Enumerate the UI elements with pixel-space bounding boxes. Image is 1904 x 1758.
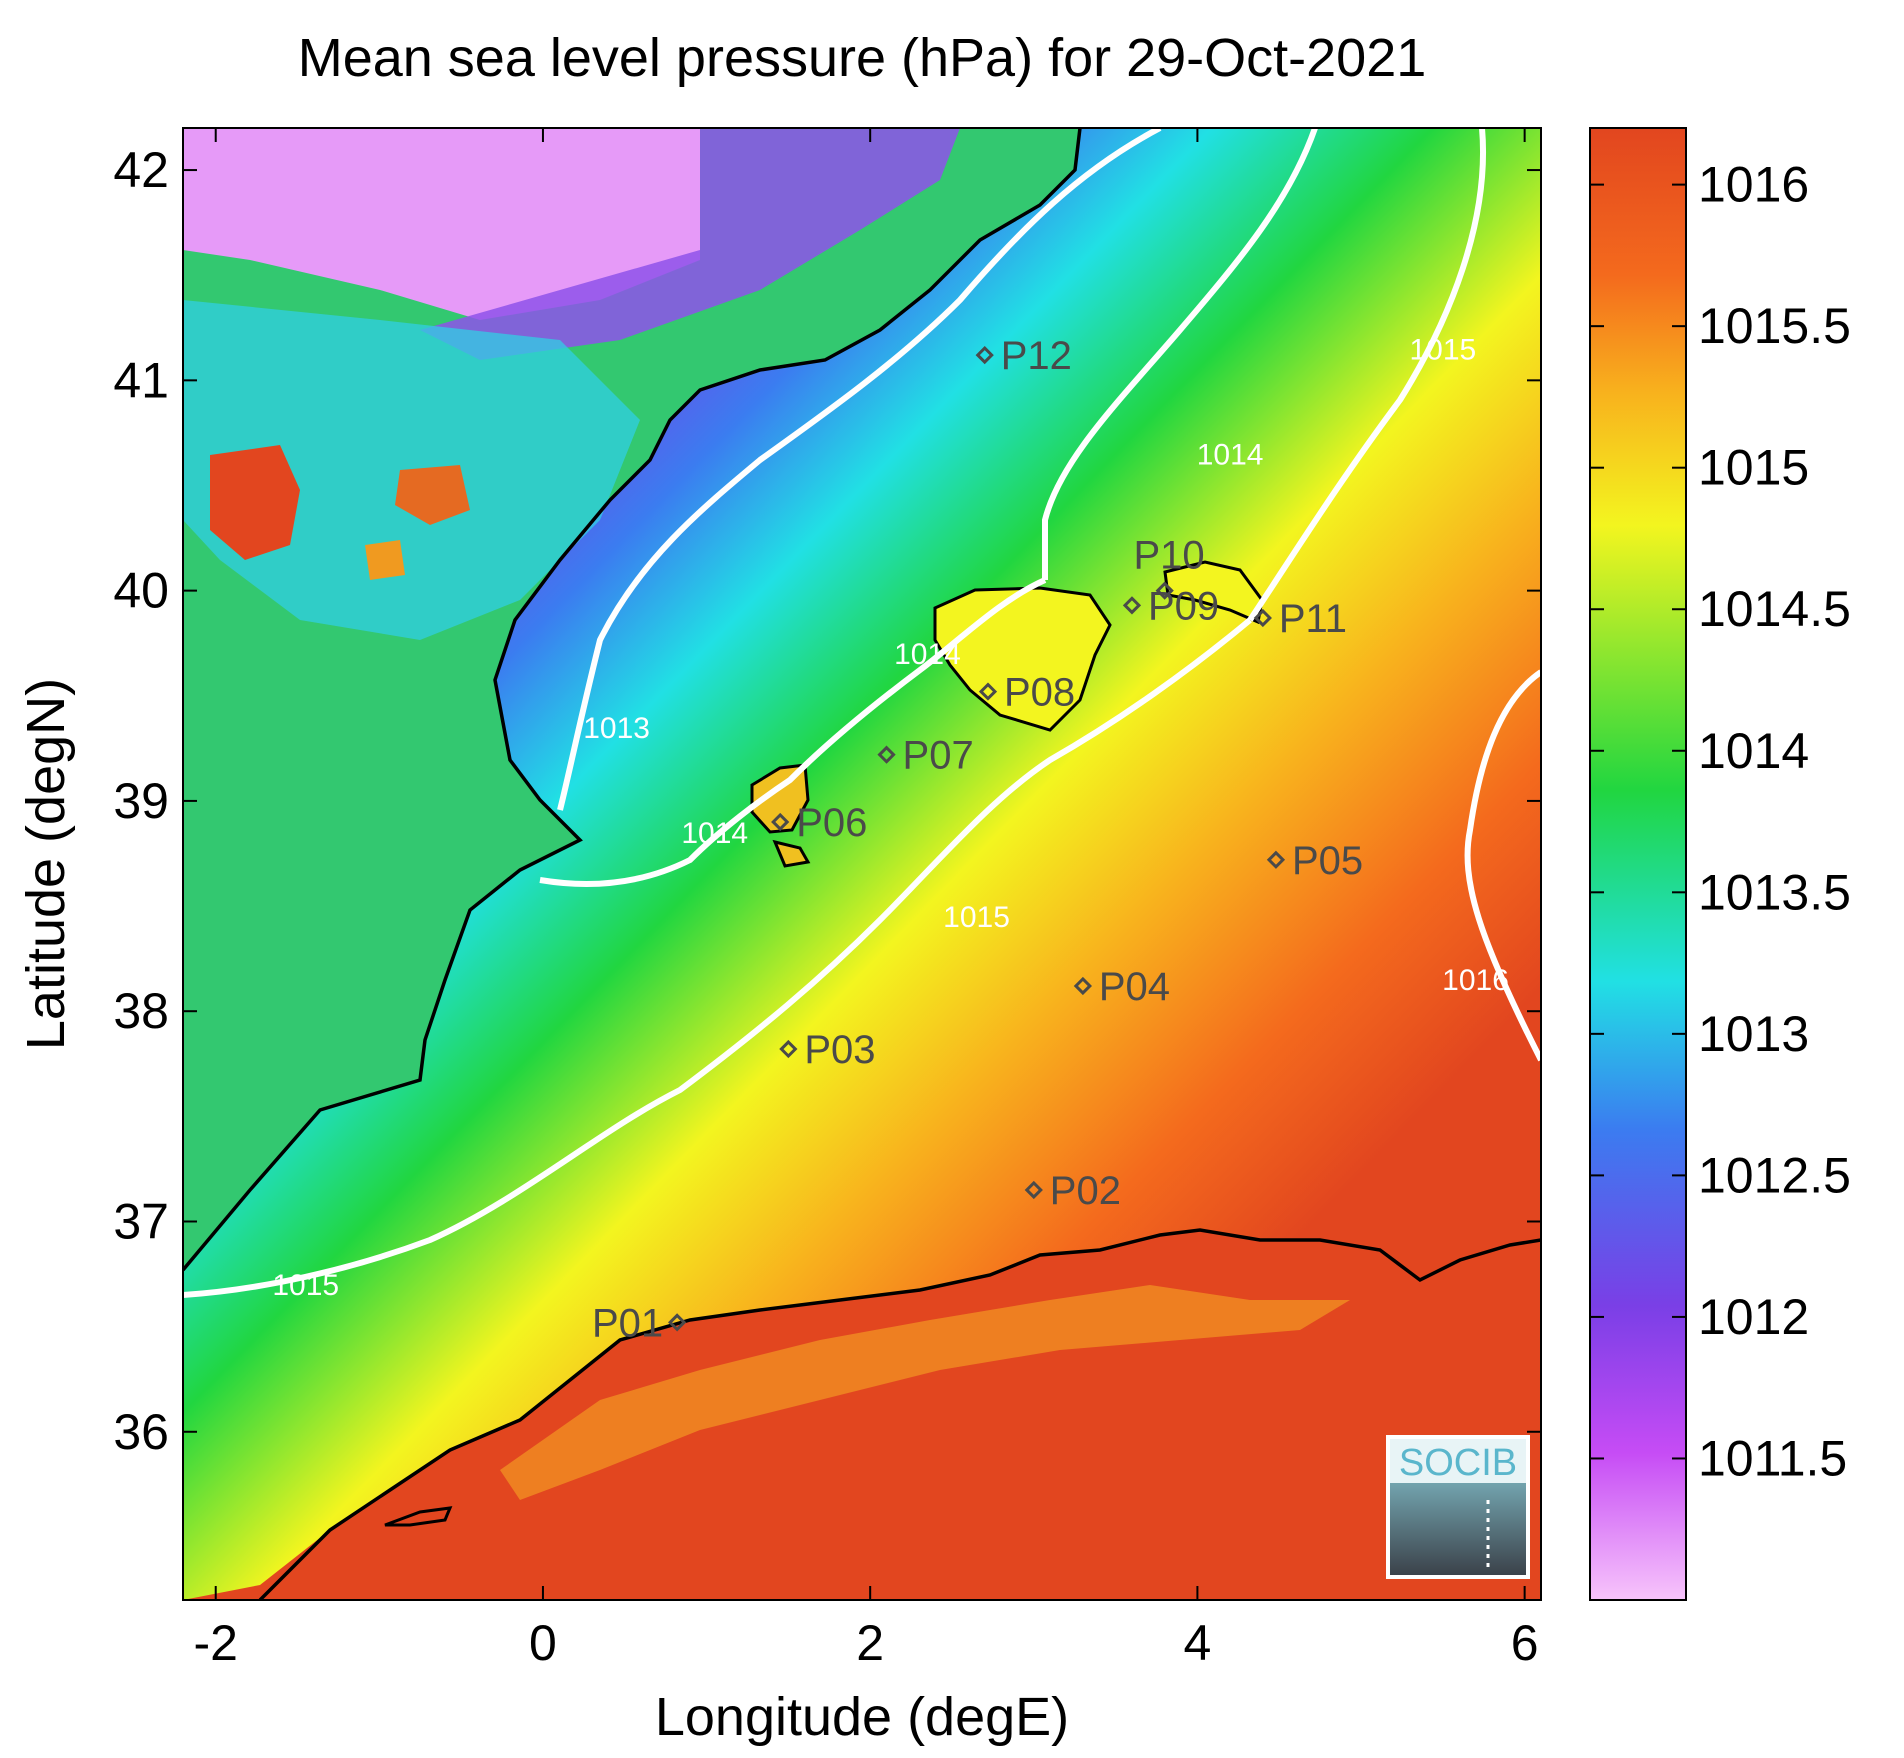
contour-1013 — [557, 128, 1162, 811]
station-marker — [1266, 850, 1286, 869]
y-axis-label: Latitude (degN) — [16, 678, 76, 1050]
chart-title: Mean sea level pressure (hPa) for 29-Oct… — [298, 28, 1427, 88]
y-axis: 36 37 38 39 40 41 42 — [113, 142, 1541, 1460]
contour-label: 1015 — [272, 1269, 339, 1302]
x-axis: -2 0 2 4 6 — [193, 128, 1539, 1671]
station-marker — [779, 1039, 798, 1059]
alboran-coast — [384, 1506, 453, 1527]
map-area — [183, 128, 1541, 1600]
station-marker — [1073, 976, 1093, 996]
formentera-island — [772, 839, 811, 868]
iberia-west-orange — [210, 445, 300, 560]
x-tick-label: 0 — [529, 1615, 557, 1671]
station-label: P07 — [903, 734, 974, 778]
y-tick-label: 40 — [113, 563, 169, 619]
station-marker — [975, 345, 994, 365]
x-axis-label: Longitude (degE) — [655, 1687, 1069, 1747]
station-label: P01 — [592, 1301, 663, 1345]
contour-label: 1016 — [1442, 964, 1509, 997]
station-label: P04 — [1099, 965, 1170, 1009]
station-marker — [771, 812, 790, 832]
ibiza-island — [750, 763, 810, 834]
y-tick-label: 42 — [113, 142, 169, 198]
colorbar-tick-label: 1012.5 — [1698, 1147, 1851, 1203]
iberia-mid-violet — [420, 128, 960, 360]
iberia-mid-orange — [395, 465, 470, 525]
colorbar-tick-label: 1013.5 — [1698, 864, 1851, 920]
socib-logo: SOCIB — [1386, 1435, 1530, 1579]
contour-1014-b — [539, 577, 1047, 887]
colorbar-tick-label: 1014.5 — [1698, 581, 1851, 637]
station-label: P11 — [1279, 597, 1347, 641]
y-tick-label: 38 — [113, 983, 169, 1039]
y-tick-label: 41 — [113, 352, 169, 408]
station-marker — [978, 682, 998, 701]
colorbar-tick-label: 1016 — [1698, 157, 1809, 213]
x-tick-label: 2 — [856, 1615, 884, 1671]
station-label: P08 — [1004, 671, 1075, 715]
contour-1014-a — [1042, 128, 1318, 580]
station-label: P03 — [804, 1028, 875, 1072]
contour-label: 1014 — [1197, 438, 1264, 471]
colorbar-tick-label: 1014 — [1698, 723, 1809, 779]
colorbar-tick-label: 1015.5 — [1698, 298, 1851, 354]
contour-label: 1014 — [681, 817, 748, 850]
iberia-mid-orange-2 — [365, 540, 405, 580]
station-marker — [667, 1313, 687, 1332]
colorbar-tick-label: 1013 — [1698, 1006, 1809, 1062]
contour-labels: 1013 1014 1014 1014 1015 1015 1015 1016 — [272, 333, 1509, 1302]
contour-label: 1014 — [894, 638, 961, 671]
station-label: P10 — [1134, 534, 1205, 578]
contour-label: 1015 — [943, 901, 1010, 934]
contour-lines — [183, 128, 1541, 1298]
contour-1015-b — [183, 617, 1252, 1298]
contour-label: 1015 — [1409, 333, 1476, 366]
station-marker — [1122, 596, 1142, 615]
y-tick-label: 37 — [113, 1193, 169, 1249]
y-tick-label: 39 — [113, 773, 169, 829]
y-tick-label: 36 — [113, 1404, 169, 1460]
station-label: P06 — [796, 801, 867, 845]
station-label: P02 — [1050, 1169, 1121, 1213]
colorbar-tick-label: 1015 — [1698, 440, 1809, 496]
map-frame — [182, 127, 1542, 1601]
colorbar-gradient — [1589, 127, 1687, 1601]
x-tick-label: -2 — [193, 1615, 237, 1671]
socib-logo-text: SOCIB — [1399, 1442, 1517, 1484]
station-label: P05 — [1292, 839, 1363, 883]
colorbar-tick-label: 1011.5 — [1698, 1430, 1847, 1486]
colorbar-ticks: 1011.5 1012 1012.5 1013 1013.5 1014 1014.5 1015… — [1590, 157, 1851, 1486]
africa-orange-relief — [500, 1285, 1350, 1500]
x-tick-label: 6 — [1511, 1615, 1539, 1671]
x-tick-label: 4 — [1184, 1615, 1212, 1671]
contour-1016 — [1464, 669, 1541, 1062]
station-marker — [1253, 608, 1272, 628]
africa-coastline — [258, 1228, 1541, 1600]
iberia-north-low — [183, 128, 700, 320]
colorbar-tick-label: 1012 — [1698, 1289, 1809, 1345]
contour-1015-a — [1247, 128, 1486, 622]
iberia-coastline — [183, 128, 1082, 1272]
colorbar: 1011.5 1012 1012.5 1013 1013.5 1014 1014.5 1015… — [1589, 127, 1851, 1601]
station-marker — [877, 745, 896, 764]
station-marker — [1024, 1180, 1043, 1200]
station-label: P12 — [1001, 334, 1072, 378]
station-marker — [1155, 581, 1174, 600]
contour-label: 1013 — [583, 712, 650, 745]
